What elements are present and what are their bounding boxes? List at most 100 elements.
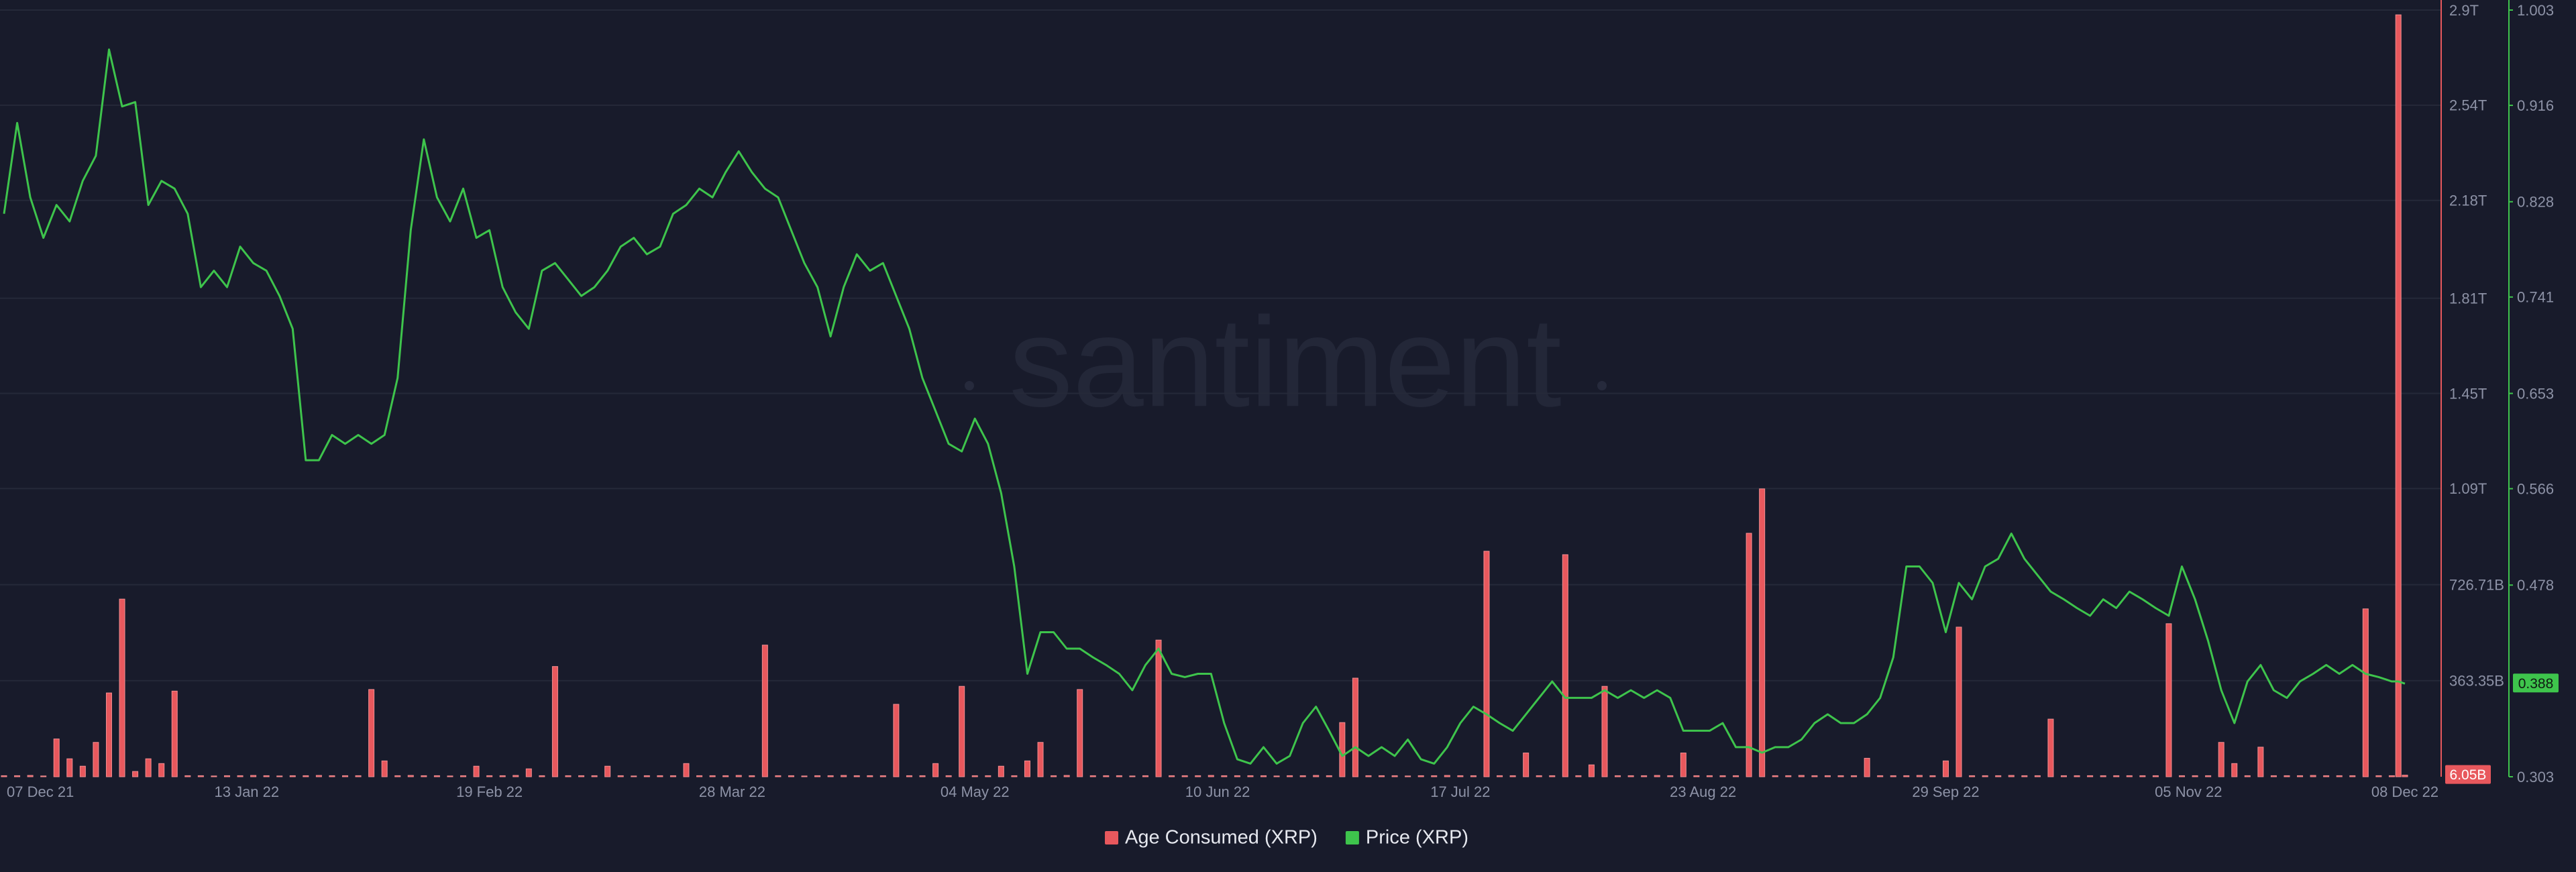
y2-tick-label: 0.653 [2517,385,2554,402]
bar [158,763,165,777]
bar [1116,775,1122,777]
bar [1,775,7,777]
bar [355,775,362,777]
bar [1654,775,1660,777]
bar [2087,775,2094,777]
bar [460,775,467,777]
bar [66,758,73,777]
bar [1142,775,1148,777]
bar [2205,775,2212,777]
bar [1903,775,1910,777]
bar [421,775,427,777]
bar [1733,775,1739,777]
bar [473,765,480,777]
bar [1982,775,1988,777]
bar [643,775,650,777]
y-tick-label: 363.35B [2449,673,2504,690]
bar [2008,775,2015,777]
bar [565,775,572,777]
bar [1942,760,1949,777]
bar [2192,775,2198,777]
bar [1405,775,1411,777]
y-tick-label: 1.81T [2449,290,2487,307]
bar [1864,757,1870,777]
bar [2179,775,2186,777]
bar [2336,775,2343,777]
bar [841,775,847,777]
watermark: santiment [965,291,1607,433]
bar [1837,775,1844,777]
bar [1706,775,1713,777]
bar [1169,775,1175,777]
bar [1759,488,1766,777]
bar [1391,775,1398,777]
bar [1365,775,1372,777]
bar [617,775,624,777]
watermark-text: santiment [1009,291,1562,433]
x-tick-label: 29 Sep 22 [1912,783,1979,800]
y2-tick-label: 0.828 [2517,194,2554,211]
bar [1680,753,1686,777]
bar [2047,718,2054,777]
y-tick-label: 1.45T [2449,385,2487,402]
bar [197,775,204,777]
x-tick-label: 10 Jun 22 [1185,783,1250,800]
bar [513,775,519,777]
bar [683,763,690,777]
bar [211,775,217,777]
bar [499,775,506,777]
bar [1536,775,1542,777]
last-value-label: 0.388 [2518,676,2554,692]
bar [1497,775,1503,777]
bar [40,775,47,777]
bar [303,775,309,777]
bar [145,758,152,777]
grid [0,9,2441,682]
bar [525,768,532,777]
bar [1877,775,1884,777]
bar [2165,623,2172,777]
bar [1549,775,1556,777]
bar [2297,775,2304,777]
bar [1181,775,1188,777]
y-tick-label: 2.54T [2449,97,2487,114]
bar [709,775,716,777]
bar [119,598,125,777]
legend-swatch [1105,831,1119,844]
bar [959,686,965,777]
bar [276,775,283,777]
bar [53,739,60,777]
y2-tick-label: 0.566 [2517,480,2554,497]
bar [1247,775,1254,777]
bar [2284,775,2290,777]
bar [1260,775,1267,777]
bar [906,775,912,777]
bar [27,775,34,777]
bar [1352,677,1358,777]
bar [1313,775,1320,777]
bar [2100,775,2106,777]
bar [1523,753,1529,777]
axes: 363.35B 726.71B 1.09T 1.45T 1.81T 2.18T 2.54T 2… [7,0,2559,800]
bar [1221,775,1228,777]
lines [3,48,2406,765]
bar [1746,533,1752,777]
bar [171,690,178,777]
bar [2139,775,2146,777]
bar [2244,775,2251,777]
bar [1208,775,1214,777]
bar [289,775,296,777]
bar [2034,775,2041,777]
bar [250,775,257,777]
bar [604,765,611,777]
legend-label: Age Consumed (XRP) [1125,827,1318,849]
bar [945,775,952,777]
bar [1772,775,1778,777]
bar [1195,775,1201,777]
bar [932,763,939,777]
bar [1824,775,1831,777]
bar [722,775,729,777]
bar [1273,775,1280,777]
bar [2349,775,2356,777]
